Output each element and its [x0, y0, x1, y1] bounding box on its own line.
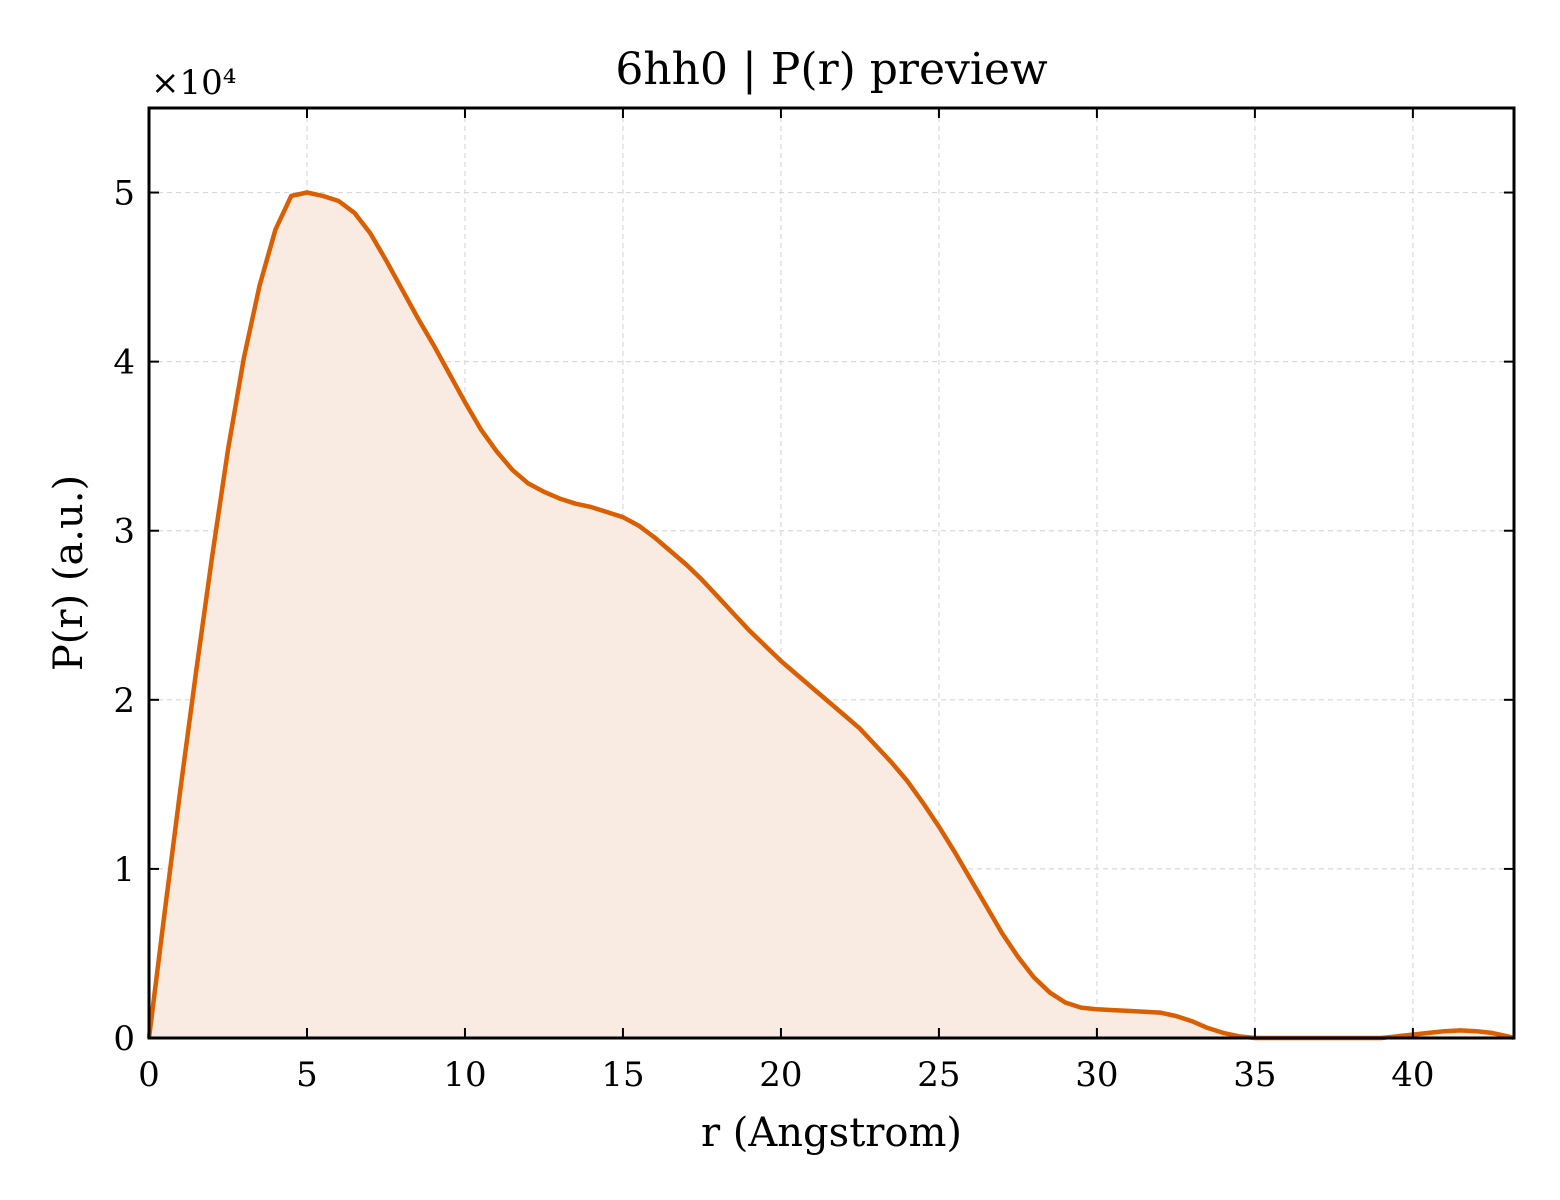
y-tick-label: 3 [113, 512, 135, 552]
x-tick-label: 40 [1391, 1055, 1434, 1095]
x-tick-label: 10 [443, 1055, 486, 1095]
y-tick-label: 4 [113, 343, 135, 383]
y-tick-label: 0 [113, 1019, 135, 1059]
x-tick-label: 15 [601, 1055, 644, 1095]
y-offset-label: ×10⁴ [151, 63, 236, 103]
y-tick-label: 2 [113, 681, 135, 721]
chart-title: 6hh0 | P(r) preview [615, 44, 1048, 95]
x-tick-label: 20 [759, 1055, 802, 1095]
x-tick-label: 35 [1233, 1055, 1276, 1095]
plot-frame [147, 106, 1516, 1040]
area-fill [149, 192, 1514, 1038]
y-axis-label: P(r) (a.u.) [46, 475, 92, 671]
x-tick-label: 0 [138, 1055, 160, 1095]
x-tick-label: 25 [917, 1055, 960, 1095]
x-tick-label: 5 [296, 1055, 318, 1095]
x-tick-label: 30 [1075, 1055, 1118, 1095]
x-axis-label: r (Angstrom) [701, 1110, 962, 1156]
y-tick-label: 5 [113, 174, 135, 214]
y-tick-label: 1 [113, 850, 135, 890]
ticks: 0 5 10 15 20 25 30 35 40 0 1 2 3 4 5 [113, 108, 1514, 1095]
